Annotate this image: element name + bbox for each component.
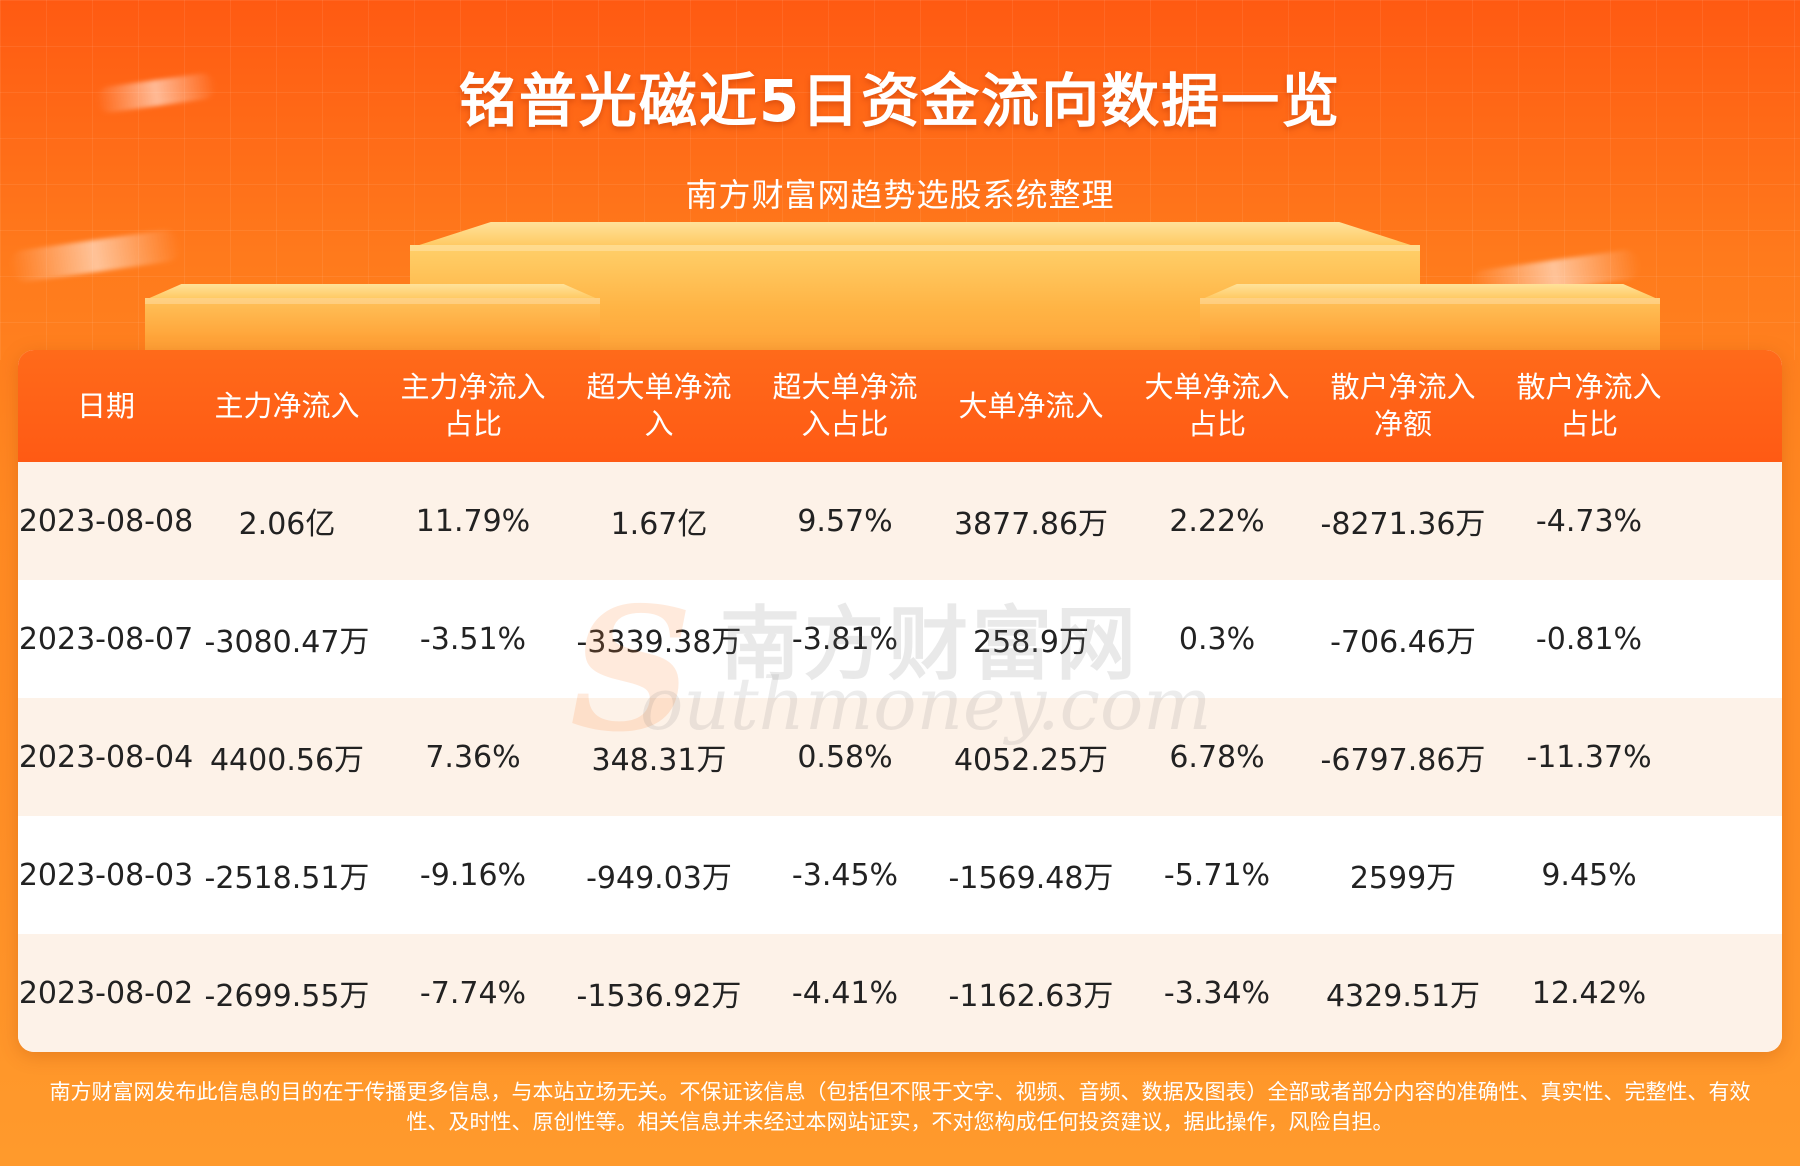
cell-super-large-ratio: -3.45%: [791, 857, 899, 893]
cell-main-inflow: -2699.55万: [204, 979, 370, 1014]
cell-main-ratio: 7.36%: [425, 739, 521, 775]
page-subtitle: 南方财富网趋势选股系统整理: [685, 176, 1115, 214]
header-main-inflow: 主力净流入: [214, 388, 360, 423]
cell-large-ratio: -3.34%: [1163, 975, 1271, 1011]
cell-super-large-ratio: 0.58%: [797, 739, 893, 775]
header-retail-amount: 散户净流入 净额: [1330, 370, 1476, 441]
table-row: 2023-08-03 -2518.51万 -9.16% -949.03万 -3.…: [18, 816, 1782, 934]
fund-flow-table: 日期 主力净流入 主力净流入 占比 超大单净流入 超大单净流 入占比 大单净流入 大…: [18, 350, 1782, 1052]
cell-large-inflow: -1162.63万: [948, 979, 1114, 1014]
cell-retail-ratio: -4.73%: [1535, 503, 1643, 539]
disclaimer: 南方财富网发布此信息的目的在于传播更多信息，与本站立场无关。不保证该信息（包括但…: [0, 1077, 1800, 1137]
header-retail-ratio: 散户净流入 占比: [1516, 370, 1662, 441]
podium-top-center: [410, 222, 1420, 248]
table-row: 2023-08-04 4400.56万 7.36% 348.31万 0.58% …: [18, 698, 1782, 816]
cell-large-inflow: 4052.25万: [953, 743, 1109, 778]
cell-main-ratio: -3.51%: [419, 621, 527, 657]
cell-main-ratio: 11.79%: [415, 503, 531, 539]
page-title: 铭普光磁近5日资金流向数据一览: [458, 67, 1342, 135]
cell-super-large-ratio: -3.81%: [791, 621, 899, 657]
table-row: 2023-08-02 -2699.55万 -7.74% -1536.92万 -4…: [18, 934, 1782, 1052]
cell-main-inflow: 2.06亿: [238, 507, 336, 542]
cell-super-large-inflow: -3339.38万: [576, 625, 742, 660]
cell-retail-amount: -706.46万: [1330, 625, 1476, 660]
header-main-inflow-ratio: 主力净流入 占比: [400, 370, 546, 441]
cell-retail-ratio: -11.37%: [1526, 739, 1652, 775]
cell-super-large-ratio: -4.41%: [791, 975, 899, 1011]
cell-date: 2023-08-08: [18, 503, 194, 539]
cell-retail-ratio: 9.45%: [1541, 857, 1637, 893]
podium-top-left: [145, 284, 600, 300]
cell-large-inflow: 258.9万: [973, 625, 1089, 660]
table-header: 日期 主力净流入 主力净流入 占比 超大单净流入 超大单净流 入占比 大单净流入 大…: [18, 350, 1782, 462]
cell-large-ratio: -5.71%: [1163, 857, 1271, 893]
cell-main-inflow: 4400.56万: [209, 743, 365, 778]
disclaimer-line-1: 南方财富网发布此信息的目的在于传播更多信息，与本站立场无关。不保证该信息（包括但…: [49, 1080, 1751, 1104]
cell-large-inflow: 3877.86万: [953, 507, 1109, 542]
cell-super-large-inflow: -1536.92万: [576, 979, 742, 1014]
cell-large-ratio: 0.3%: [1178, 621, 1256, 657]
cell-main-inflow: -2518.51万: [204, 861, 370, 896]
cell-main-ratio: -7.74%: [419, 975, 527, 1011]
cell-retail-amount: -6797.86万: [1320, 743, 1486, 778]
cell-super-large-inflow: -949.03万: [586, 861, 732, 896]
cell-large-ratio: 6.78%: [1169, 739, 1265, 775]
header-super-large-ratio: 超大单净流 入占比: [772, 370, 918, 441]
table-row: 2023-08-08 2.06亿 11.79% 1.67亿 9.57% 3877…: [18, 462, 1782, 580]
cell-main-ratio: -9.16%: [419, 857, 527, 893]
cell-date: 2023-08-07: [18, 621, 194, 657]
header-large-ratio: 大单净流入 占比: [1144, 370, 1290, 441]
header-date: 日期: [76, 388, 135, 423]
cell-date: 2023-08-03: [18, 857, 194, 893]
cell-retail-amount: 2599万: [1349, 861, 1457, 896]
cell-large-ratio: 2.22%: [1169, 503, 1265, 539]
cell-retail-ratio: 12.42%: [1531, 975, 1647, 1011]
cell-large-inflow: -1569.48万: [948, 861, 1114, 896]
cell-retail-amount: -8271.36万: [1320, 507, 1486, 542]
cell-date: 2023-08-02: [18, 975, 194, 1011]
cell-super-large-inflow: 1.67亿: [610, 507, 708, 542]
header-large-inflow: 大单净流入: [958, 388, 1104, 423]
cell-main-inflow: -3080.47万: [204, 625, 370, 660]
cell-retail-amount: 4329.51万: [1325, 979, 1481, 1014]
table-row: 2023-08-07 -3080.47万 -3.51% -3339.38万 -3…: [18, 580, 1782, 698]
cell-super-large-ratio: 9.57%: [797, 503, 893, 539]
cell-super-large-inflow: 348.31万: [591, 743, 727, 778]
cell-date: 2023-08-04: [18, 739, 194, 775]
cell-retail-ratio: -0.81%: [1535, 621, 1643, 657]
header-super-large-inflow: 超大单净流入: [586, 370, 732, 441]
podium-top-right: [1200, 284, 1660, 300]
disclaimer-line-2: 性、及时性、原创性等。相关信息并未经过本网站证实，不对您构成任何投资建议，据此操…: [406, 1110, 1394, 1134]
